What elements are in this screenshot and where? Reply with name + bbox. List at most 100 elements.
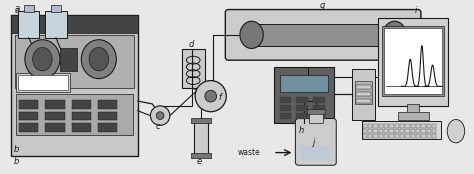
Bar (432, 134, 437, 138)
Bar (382, 26, 444, 96)
Bar (280, 75, 328, 92)
Bar (24, 5, 34, 11)
Bar (389, 134, 394, 138)
Bar (19, 100, 38, 109)
Text: a: a (14, 3, 19, 13)
Ellipse shape (195, 81, 226, 112)
Bar (309, 112, 323, 123)
Bar (405, 129, 410, 133)
Bar (368, 129, 372, 133)
Bar (16, 73, 70, 92)
Ellipse shape (205, 90, 217, 102)
Bar (405, 134, 410, 138)
Bar (368, 134, 372, 138)
Ellipse shape (150, 106, 170, 125)
Bar (368, 124, 372, 128)
Bar (46, 11, 67, 38)
Text: b: b (14, 145, 19, 154)
Bar (248, 24, 399, 46)
Bar (384, 129, 388, 133)
Text: i: i (415, 6, 418, 15)
Bar (379, 124, 383, 128)
Bar (11, 15, 138, 33)
Bar (363, 134, 367, 138)
Bar (384, 28, 442, 94)
Bar (51, 5, 61, 11)
Bar (395, 129, 399, 133)
Bar (296, 97, 308, 103)
Text: h: h (298, 126, 303, 135)
Bar (72, 100, 91, 109)
Text: c: c (155, 122, 160, 131)
Ellipse shape (156, 112, 164, 120)
Bar (296, 113, 308, 118)
Bar (389, 129, 394, 133)
Bar (421, 129, 426, 133)
Bar (416, 124, 420, 128)
Bar (355, 81, 372, 104)
Text: a: a (14, 6, 19, 15)
Bar (280, 113, 292, 118)
Bar (410, 129, 415, 133)
Bar (400, 124, 404, 128)
Bar (379, 134, 383, 138)
Bar (373, 134, 378, 138)
Bar (373, 129, 378, 133)
Bar (427, 134, 431, 138)
Bar (416, 134, 420, 138)
Bar (400, 134, 404, 138)
Bar (182, 49, 205, 88)
Bar (15, 35, 134, 88)
Ellipse shape (383, 21, 406, 49)
Ellipse shape (82, 40, 116, 79)
Text: f: f (219, 93, 221, 102)
Bar (307, 109, 325, 114)
Ellipse shape (447, 120, 465, 143)
Bar (352, 69, 375, 120)
Bar (296, 105, 308, 111)
Bar (432, 124, 437, 128)
Bar (313, 97, 325, 103)
Text: waste: waste (238, 148, 261, 157)
Bar (421, 124, 426, 128)
Bar (378, 18, 448, 106)
Bar (19, 123, 38, 132)
Bar (280, 97, 292, 103)
Bar (410, 134, 415, 138)
Ellipse shape (89, 48, 109, 71)
Bar (363, 129, 367, 133)
Bar (301, 146, 330, 160)
Bar (274, 67, 334, 123)
Bar (72, 112, 91, 120)
Bar (194, 120, 208, 156)
Ellipse shape (33, 48, 52, 71)
Bar (191, 153, 211, 159)
Bar (313, 113, 325, 118)
Text: j: j (313, 138, 315, 147)
Bar (18, 11, 39, 38)
Bar (395, 124, 399, 128)
Bar (421, 134, 426, 138)
Bar (356, 85, 371, 89)
Text: e: e (197, 157, 202, 166)
Bar (191, 118, 211, 123)
Bar (46, 112, 65, 120)
Bar (379, 129, 383, 133)
Bar (18, 75, 68, 90)
Bar (16, 94, 133, 135)
Bar (400, 129, 404, 133)
Bar (407, 104, 419, 114)
Ellipse shape (240, 21, 263, 49)
Bar (313, 105, 325, 111)
Bar (398, 112, 428, 120)
Text: d: d (188, 39, 194, 49)
Bar (384, 124, 388, 128)
Bar (432, 129, 437, 133)
Bar (373, 124, 378, 128)
Bar (19, 112, 38, 120)
Bar (363, 124, 367, 128)
Bar (46, 123, 65, 132)
Bar (72, 123, 91, 132)
Bar (416, 129, 420, 133)
Ellipse shape (25, 40, 60, 79)
